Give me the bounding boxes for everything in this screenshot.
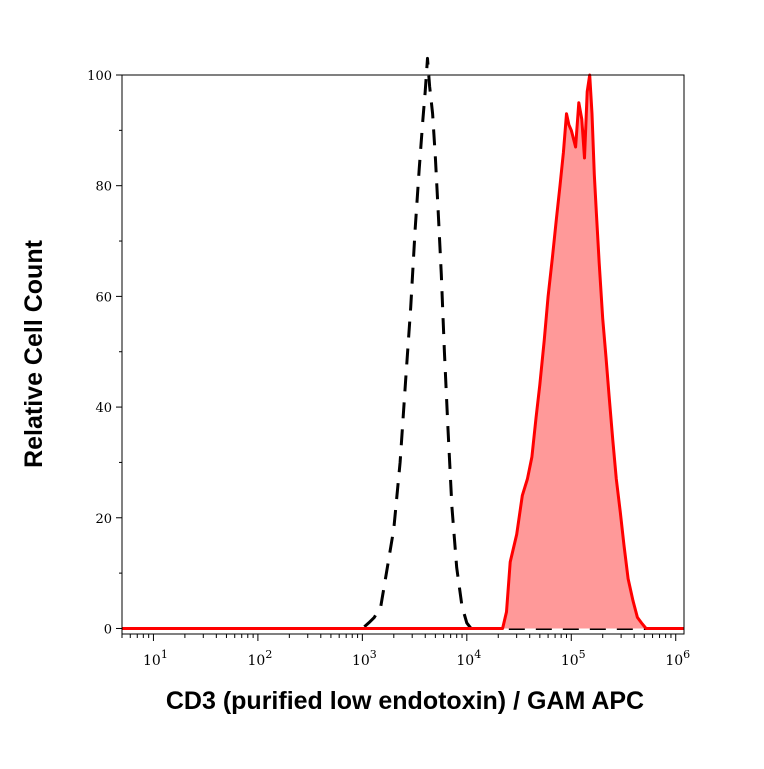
series-0-line bbox=[122, 56, 684, 630]
plot-frame bbox=[121, 74, 685, 635]
series-1-line bbox=[122, 73, 684, 630]
y-tick-label: 100 bbox=[87, 69, 112, 84]
x-axis-title: CD3 (purified low endotoxin) / GAM APC bbox=[166, 687, 644, 715]
tick-layer: 0 20 40 60 80 100 101 102 103 104 105 106 bbox=[87, 69, 690, 669]
series-layer bbox=[122, 56, 684, 630]
x-tick-label: 102 bbox=[247, 648, 272, 669]
y-tick-label: 60 bbox=[95, 290, 112, 305]
series-1-area bbox=[122, 75, 684, 629]
y-tick-label: 0 bbox=[104, 622, 112, 637]
x-tick-label: 104 bbox=[456, 648, 481, 669]
y-tick-label: 20 bbox=[95, 512, 112, 527]
y-tick-label: 40 bbox=[95, 401, 112, 416]
y-tick-label: 80 bbox=[95, 180, 112, 195]
x-tick-label: 103 bbox=[352, 648, 377, 669]
plot-border bbox=[121, 74, 685, 635]
x-tick-label: 101 bbox=[143, 648, 168, 669]
y-axis-title: Relative Cell Count bbox=[20, 239, 48, 467]
x-tick-label: 106 bbox=[665, 648, 690, 669]
x-tick-label: 105 bbox=[561, 648, 586, 669]
